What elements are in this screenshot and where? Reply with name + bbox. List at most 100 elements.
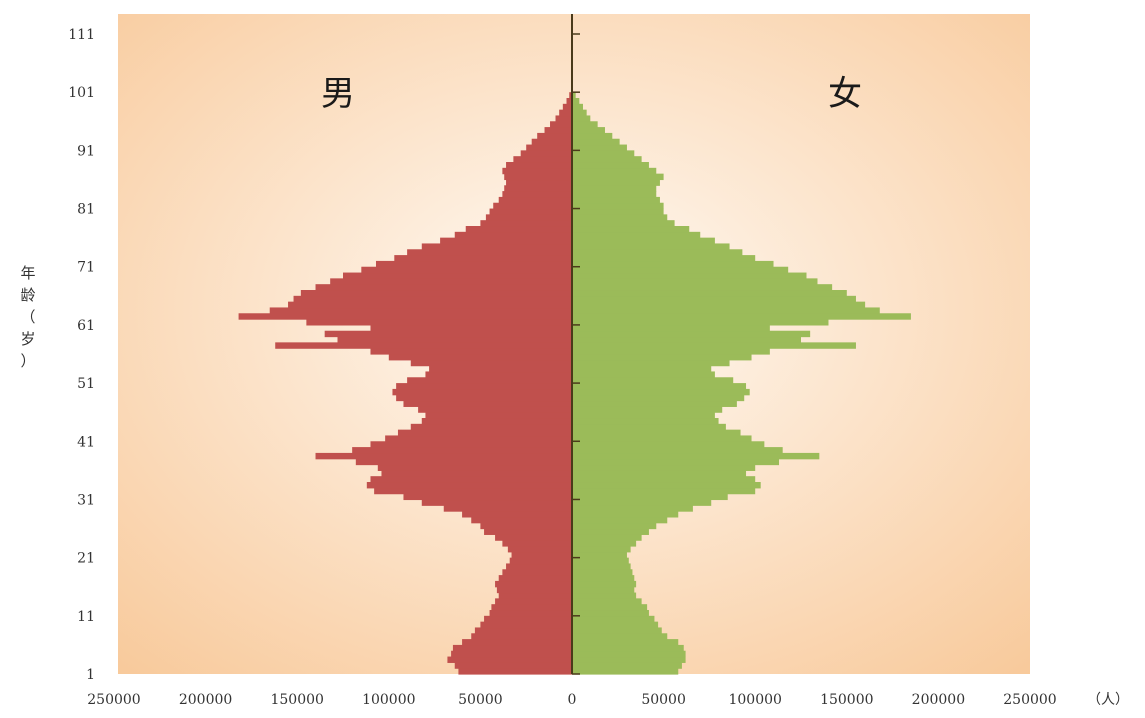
- female-bar-age-84: [572, 185, 657, 192]
- female-bar-age-87: [572, 167, 657, 175]
- female-bar-age-88: [572, 162, 649, 169]
- female-label: 女: [828, 74, 862, 114]
- male-label: 男: [321, 74, 355, 114]
- y-axis-label: 年龄 （ 岁 ）: [20, 264, 35, 370]
- female-bars: [572, 92, 911, 675]
- y-axis-label-char: ）: [20, 352, 35, 370]
- female-bar-age-69: [572, 272, 807, 279]
- male-bar-age-36: [377, 464, 572, 471]
- male-bar-age-14: [498, 592, 572, 599]
- female-bar-age-99: [572, 98, 580, 105]
- female-bar-age-56: [572, 348, 770, 355]
- male-bar-age-30: [421, 499, 572, 506]
- y-tick-label: 51: [77, 376, 95, 392]
- x-tick-label: 100000: [728, 692, 781, 708]
- female-bar-age-100: [572, 92, 576, 99]
- female-bar-age-19: [572, 563, 631, 570]
- female-bar-age-5: [572, 644, 684, 652]
- male-bar-age-51: [407, 377, 572, 384]
- x-tick-labels: 250000 200000 150000 100000 50000 0 50000 10000…: [87, 692, 1056, 708]
- female-bar-age-9: [572, 621, 659, 629]
- female-bar-age-55: [572, 354, 752, 361]
- male-bars: [238, 92, 572, 675]
- male-bar-age-37: [355, 458, 572, 466]
- female-bar-age-4: [572, 650, 686, 658]
- female-bar-age-59: [572, 330, 811, 338]
- female-bar-age-20: [572, 557, 629, 565]
- unit-label: （人）: [1087, 692, 1129, 708]
- female-bar-age-24: [572, 534, 642, 541]
- male-bar-age-73: [407, 249, 572, 256]
- female-bar-age-58: [572, 336, 801, 343]
- male-bar-age-63: [269, 307, 572, 314]
- female-bar-age-46: [572, 406, 723, 413]
- male-bar-age-58: [337, 336, 572, 343]
- male-bar-age-22: [507, 546, 572, 553]
- female-bar-age-8: [572, 627, 662, 634]
- female-bar-age-93: [572, 132, 613, 140]
- male-bar-age-85: [506, 179, 572, 186]
- male-bar-age-78: [480, 220, 572, 227]
- y-axis-label-char: 年: [20, 264, 35, 282]
- x-tick-label: 50000: [458, 692, 503, 708]
- female-bar-age-31: [572, 493, 728, 501]
- female-bar-age-89: [572, 156, 642, 163]
- female-bar-age-80: [572, 208, 664, 215]
- female-bar-age-61: [572, 319, 829, 326]
- female-bar-age-91: [572, 144, 627, 151]
- axis-layer: [571, 14, 580, 675]
- female-bar-age-90: [572, 150, 635, 157]
- male-bar-age-67: [315, 284, 572, 291]
- male-bar-age-62: [238, 313, 572, 320]
- male-bar-age-66: [300, 290, 572, 297]
- female-bar-age-13: [572, 598, 642, 605]
- male-bar-age-61: [306, 319, 572, 326]
- male-bar-age-3: [447, 656, 572, 663]
- female-bar-age-10: [572, 615, 655, 623]
- y-tick-label: 81: [77, 202, 95, 218]
- male-bar-age-10: [484, 615, 572, 623]
- male-bar-age-42: [397, 429, 572, 437]
- male-bar-age-16: [495, 580, 572, 588]
- male-bar-age-92: [531, 138, 572, 146]
- male-bar-age-9: [480, 621, 572, 629]
- male-bar-age-39: [352, 447, 572, 454]
- female-bar-age-77: [572, 226, 690, 233]
- male-bar-age-53: [429, 365, 572, 373]
- male-bar-age-74: [421, 243, 572, 250]
- female-bar-age-1: [572, 668, 679, 675]
- female-bar-age-33: [572, 482, 761, 489]
- female-bar-age-42: [572, 429, 741, 437]
- female-bar-age-23: [572, 540, 637, 547]
- female-bar-age-49: [572, 388, 750, 396]
- female-bar-age-83: [572, 191, 657, 198]
- male-bar-age-23: [502, 540, 572, 547]
- male-bar-age-41: [385, 435, 572, 442]
- y-axis-label-char: （: [20, 308, 35, 326]
- female-bar-age-37: [572, 458, 780, 466]
- female-bar-age-60: [572, 324, 770, 332]
- male-bar-age-97: [559, 109, 572, 117]
- female-bar-age-97: [572, 109, 587, 117]
- female-bar-age-12: [572, 604, 648, 611]
- male-bar-age-21: [511, 551, 572, 559]
- female-bar-age-50: [572, 383, 747, 390]
- male-bar-age-75: [440, 237, 572, 245]
- female-bar-age-96: [572, 115, 591, 122]
- female-bar-age-81: [572, 202, 664, 210]
- female-bar-age-79: [572, 214, 668, 221]
- x-tick-label: 150000: [820, 692, 873, 708]
- female-bar-age-14: [572, 592, 637, 599]
- male-bar-age-17: [498, 575, 572, 582]
- female-bar-age-63: [572, 307, 880, 314]
- female-bar-age-71: [572, 260, 774, 268]
- female-bar-age-64: [572, 301, 866, 309]
- female-bar-age-70: [572, 266, 789, 274]
- male-bar-age-100: [569, 92, 572, 99]
- female-bar-age-17: [572, 575, 635, 582]
- male-bar-age-86: [504, 173, 572, 181]
- female-bar-age-29: [572, 505, 693, 512]
- male-bar-age-25: [484, 528, 572, 535]
- male-bar-age-94: [544, 127, 572, 134]
